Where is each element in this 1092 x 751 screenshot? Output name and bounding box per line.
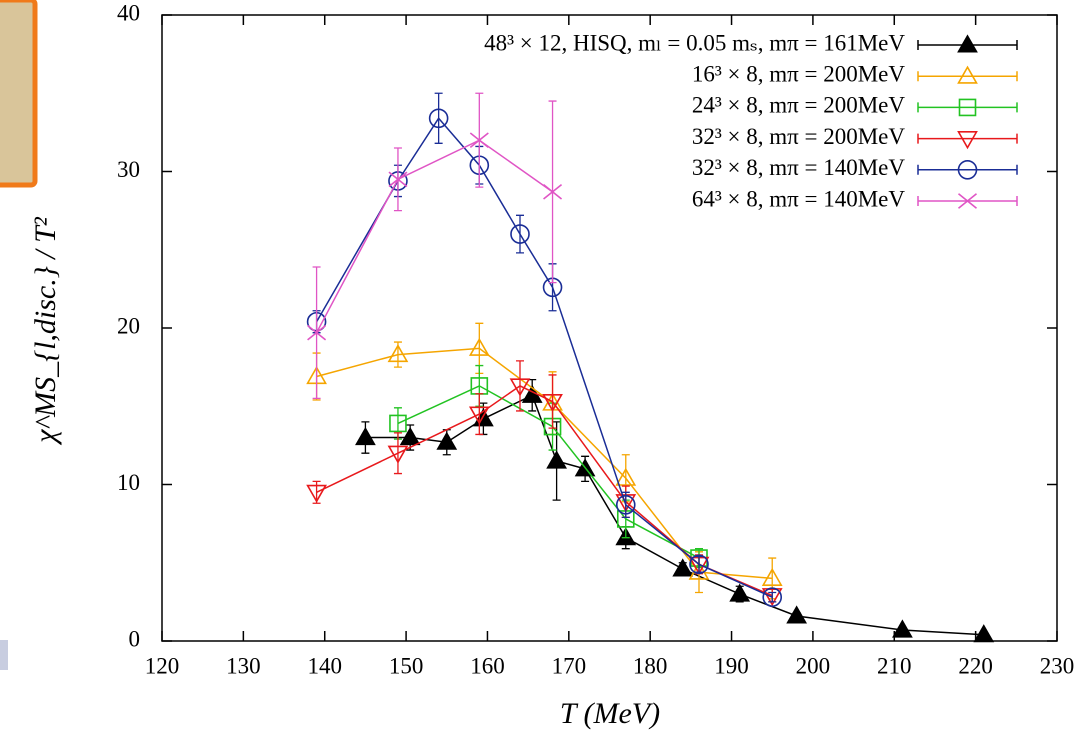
data-point (616, 510, 635, 528)
legend-marker (957, 65, 978, 84)
legend-line (917, 164, 1018, 175)
data-point (469, 132, 489, 149)
y-tick-label: 40 (117, 0, 140, 25)
data-point (892, 619, 913, 638)
data-point (468, 406, 490, 425)
data-point (436, 431, 458, 450)
x-tick-label: 150 (389, 653, 424, 678)
x-tick-label: 130 (226, 653, 261, 678)
data-point (387, 343, 409, 363)
data-point (428, 108, 449, 129)
data-point (307, 324, 327, 341)
data-point (615, 467, 637, 486)
data-point (761, 567, 783, 586)
legend-line (917, 133, 1018, 144)
legend-label: 32³ × 8, mπ = 140MeV (692, 155, 905, 180)
series (307, 92, 563, 400)
data-point (615, 495, 636, 515)
x-tick-label: 220 (958, 653, 993, 678)
x-tick-label: 190 (714, 653, 749, 678)
series (306, 92, 783, 607)
legend-label: 64³ × 8, mπ = 140MeV (692, 186, 905, 211)
data-point (973, 624, 995, 643)
data-point (542, 394, 563, 413)
x-tick-label: 200 (796, 653, 831, 678)
legend-marker (957, 131, 978, 150)
data-point (672, 558, 694, 577)
data-point (399, 426, 421, 446)
x-tick-label: 180 (633, 653, 668, 678)
legend-label: 24³ × 8, mπ = 200MeV (692, 93, 905, 118)
data-point (543, 184, 563, 200)
data-point (389, 414, 407, 433)
data-point (546, 450, 567, 469)
legend-marker (958, 98, 977, 117)
data-point (306, 484, 327, 503)
legend-marker (957, 160, 978, 180)
error-bar (548, 374, 557, 429)
legend-label: 32³ × 8, mπ = 200MeV (692, 124, 905, 149)
x-tick-label: 140 (307, 653, 342, 678)
data-point (762, 587, 783, 607)
legend-label: 48³ × 12, HISQ, mₗ = 0.05 mₛ, mπ = 161Me… (484, 30, 905, 55)
error-bar (434, 92, 443, 144)
data-point (729, 583, 751, 602)
y-tick-label: 30 (117, 157, 140, 182)
legend-line (917, 71, 1018, 82)
error-bar (516, 214, 524, 254)
x-tick-label: 210 (877, 653, 912, 678)
data-point (355, 426, 376, 446)
x-tick-label: 120 (145, 653, 180, 678)
x-tick-label: 230 (1040, 653, 1075, 678)
data-point (786, 605, 808, 624)
y-tick-label: 0 (129, 626, 141, 651)
logo-fragment (0, 640, 8, 670)
data-point (510, 224, 530, 244)
error-bar (393, 432, 402, 475)
data-point (688, 561, 710, 580)
error-bar (768, 591, 777, 603)
legend-line (917, 102, 1018, 113)
y-tick-label: 20 (117, 313, 140, 338)
x-tick-label: 160 (470, 653, 505, 678)
photo-thumbnail (0, 0, 38, 188)
data-point (388, 171, 408, 188)
data-point (689, 554, 709, 575)
data-point (543, 417, 562, 436)
y-axis-label: χ^MS_{l,disc.} / T² (29, 216, 62, 446)
legend-label: 16³ × 8, mπ = 200MeV (692, 61, 905, 86)
legend-marker (957, 34, 978, 53)
y-tick-label: 10 (117, 470, 140, 495)
data-point (509, 378, 531, 397)
x-tick-label: 170 (552, 653, 587, 678)
data-point (387, 445, 409, 464)
series-line (315, 139, 553, 334)
error-bar (516, 360, 524, 412)
error-bar (475, 393, 484, 436)
legend-marker (958, 193, 977, 209)
x-axis-label: T (MeV) (560, 697, 660, 730)
data-point (468, 337, 490, 356)
data-point (470, 377, 489, 395)
